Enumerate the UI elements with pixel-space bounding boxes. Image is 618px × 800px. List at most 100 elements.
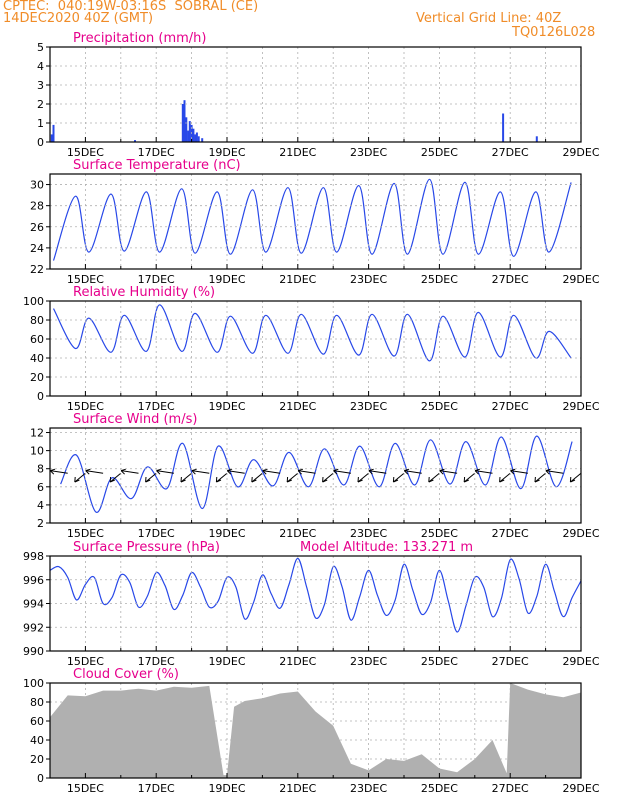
x-tick-label: 21DEC <box>279 527 316 540</box>
x-tick-label: 27DEC <box>492 782 529 795</box>
wind-vector <box>121 470 139 474</box>
cloud-cover-panel <box>46 682 582 779</box>
x-tick-label: 17DEC <box>138 782 175 795</box>
x-tick-label: 27DEC <box>492 146 529 159</box>
y-tick-label: 2 <box>37 517 44 530</box>
x-tick-label: 23DEC <box>350 782 387 795</box>
wind-panel <box>46 427 582 524</box>
y-tick-label: 8 <box>37 463 44 476</box>
precip-bar <box>183 100 186 142</box>
wind-vector <box>368 470 387 474</box>
wind-vector <box>404 470 422 474</box>
model-altitude-label: Model Altitude: 133.271 m <box>300 540 473 555</box>
y-tick-label: 4 <box>37 60 44 73</box>
x-tick-label: 25DEC <box>421 527 458 540</box>
precip-bar <box>134 140 136 142</box>
y-tick-label: 60 <box>30 333 44 346</box>
x-tick-label: 29DEC <box>562 146 599 159</box>
wind-vector <box>393 472 405 483</box>
x-tick-label: 19DEC <box>208 146 245 159</box>
precip-bar <box>187 130 190 142</box>
x-tick-label: 19DEC <box>208 400 245 413</box>
wind-vector <box>499 472 511 483</box>
y-tick-label: 40 <box>30 734 44 747</box>
wind-vector <box>570 472 582 483</box>
x-tick-label: 23DEC <box>350 146 387 159</box>
cloud-cover-title: Cloud Cover (%) <box>73 667 179 682</box>
precip-bar <box>197 136 200 142</box>
x-tick-label: 25DEC <box>421 273 458 286</box>
x-tick-label: 27DEC <box>492 400 529 413</box>
x-tick-label: 21DEC <box>279 782 316 795</box>
x-tick-label: 29DEC <box>562 273 599 286</box>
x-tick-label: 17DEC <box>138 655 175 668</box>
precip-bar <box>192 128 195 142</box>
y-tick-label: 60 <box>30 715 44 728</box>
y-tick-label: 996 <box>23 574 44 587</box>
x-tick-label: 15DEC <box>67 400 104 413</box>
cloud-cover-area <box>50 683 581 778</box>
precipitation-panel <box>46 46 582 143</box>
y-tick-label: 6 <box>37 481 44 494</box>
header-date: 14DEC2020 40Z (GMT) <box>3 11 154 26</box>
wind-vector <box>156 470 174 474</box>
y-tick-label: 12 <box>30 427 44 440</box>
y-tick-label: 10 <box>30 445 44 458</box>
humidity-line <box>52 304 572 362</box>
x-tick-label: 19DEC <box>208 273 245 286</box>
wind-vector <box>145 472 157 483</box>
x-tick-label: 17DEC <box>138 273 175 286</box>
wind-vector <box>545 470 564 474</box>
wind-vector <box>251 472 263 483</box>
precip-bar <box>535 136 538 142</box>
x-tick-label: 25DEC <box>421 400 458 413</box>
y-tick-label: 5 <box>37 41 44 54</box>
wind-vector <box>180 472 192 483</box>
wind-title: Surface Wind (m/s) <box>73 412 197 427</box>
x-tick-label: 19DEC <box>208 527 245 540</box>
wind-vector <box>216 472 228 483</box>
y-tick-label: 20 <box>30 753 44 766</box>
wind-line <box>60 435 573 513</box>
x-tick-label: 21DEC <box>279 273 316 286</box>
x-tick-label: 29DEC <box>562 782 599 795</box>
x-tick-label: 15DEC <box>67 655 104 668</box>
wind-vector <box>191 470 210 474</box>
wind-vector <box>109 472 122 483</box>
x-tick-label: 23DEC <box>350 400 387 413</box>
y-tick-label: 4 <box>37 499 44 512</box>
x-tick-label: 23DEC <box>350 655 387 668</box>
x-tick-label: 23DEC <box>350 527 387 540</box>
y-tick-label: 998 <box>23 550 44 563</box>
y-tick-label: 0 <box>37 390 44 403</box>
temperature-title: Surface Temperature (nC) <box>73 158 241 173</box>
pressure-panel <box>46 555 582 652</box>
temperature-panel <box>46 173 582 270</box>
x-tick-label: 21DEC <box>279 400 316 413</box>
y-tick-label: 100 <box>23 295 44 308</box>
x-tick-label: 29DEC <box>562 655 599 668</box>
y-tick-label: 2 <box>37 98 44 111</box>
wind-vector <box>74 472 86 483</box>
x-tick-label: 17DEC <box>138 527 175 540</box>
precip-bar <box>502 113 505 142</box>
x-tick-label: 15DEC <box>67 146 104 159</box>
y-tick-label: 20 <box>30 371 44 384</box>
precip-bar <box>181 104 184 142</box>
y-tick-label: 80 <box>30 314 44 327</box>
x-tick-label: 15DEC <box>67 527 104 540</box>
header-location: CPTEC: 040:19W-03:16S SOBRAL (CE) <box>3 0 259 14</box>
y-tick-label: 28 <box>30 200 44 213</box>
x-tick-label: 27DEC <box>492 527 529 540</box>
x-tick-label: 25DEC <box>421 655 458 668</box>
wind-vector <box>333 470 351 474</box>
y-tick-label: 80 <box>30 696 44 709</box>
precip-bar <box>185 117 188 142</box>
x-tick-label: 15DEC <box>67 782 104 795</box>
precip-bar <box>52 124 55 142</box>
y-tick-label: 26 <box>30 221 44 234</box>
wind-vector <box>428 472 440 483</box>
y-tick-label: 994 <box>23 598 44 611</box>
wind-vector <box>298 470 316 474</box>
